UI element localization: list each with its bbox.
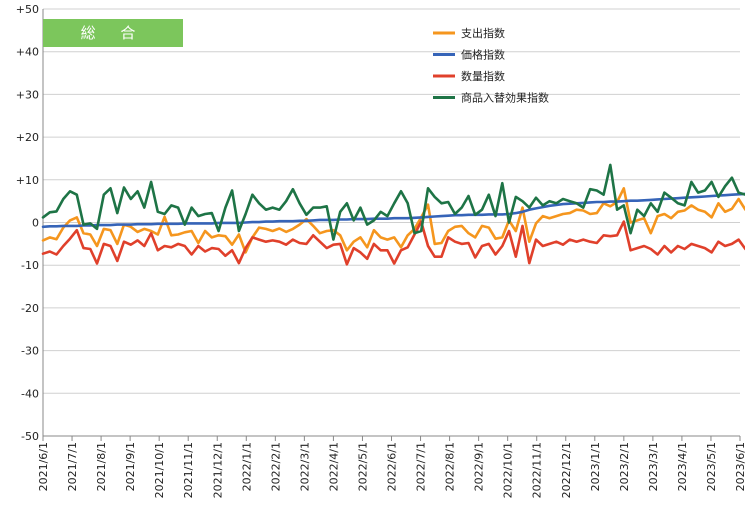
legend-label: 数量指数 [461, 69, 505, 83]
x-tick-label: 2021/10/1 [153, 442, 166, 498]
x-tick-label: 2022/11/1 [531, 442, 544, 498]
x-tick-label: 2022/4/1 [327, 442, 340, 491]
x-tick-label: 2022/2/1 [269, 442, 282, 491]
x-tick-label: 2021/11/1 [182, 442, 195, 498]
legend-label: 商品入替効果指数 [461, 91, 549, 105]
y-tick-label: -10 [21, 259, 39, 272]
x-tick-label: 2022/5/1 [356, 442, 369, 491]
y-tick-label: -50 [21, 430, 39, 443]
series-line-3 [41, 220, 745, 266]
x-tick-label: 2022/1/1 [240, 442, 253, 491]
x-tick-label: 2021/9/1 [124, 442, 137, 491]
x-tick-label: 2023/6/1 [734, 442, 745, 491]
y-tick-label: +50 [16, 3, 39, 16]
x-tick-label: 2021/6/1 [37, 442, 50, 491]
x-tick-label: 2021/8/1 [95, 442, 108, 491]
x-tick-label: 2022/12/1 [560, 442, 573, 498]
x-tick-label: 2023/1/1 [589, 442, 602, 491]
series-line-4 [41, 163, 745, 241]
x-tick-label: 2023/4/1 [676, 442, 689, 491]
y-tick-label: +10 [16, 174, 39, 187]
y-tick-label: +20 [16, 131, 39, 144]
y-tick-label: -40 [21, 387, 39, 400]
y-tick-label: +40 [16, 46, 39, 59]
chart-title-badge: 総 合 [43, 19, 183, 47]
x-tick-label: 2022/3/1 [298, 442, 311, 491]
y-tick-label: 0 [32, 217, 39, 230]
x-tick-label: 2022/8/1 [444, 442, 457, 491]
y-tick-label: +30 [16, 88, 39, 101]
x-tick-label: 2021/7/1 [66, 442, 79, 491]
x-tick-label: 2023/2/1 [618, 442, 631, 491]
legend-label: 支出指数 [461, 26, 505, 40]
x-tick-label: 2022/6/1 [386, 442, 399, 491]
x-tick-label: 2022/10/1 [502, 442, 515, 498]
x-tick-label: 2023/3/1 [647, 442, 660, 491]
series-line-1 [41, 187, 745, 254]
x-tick-label: 2022/9/1 [473, 442, 486, 491]
y-tick-label: -20 [21, 302, 39, 315]
x-tick-label: 2023/5/1 [705, 442, 718, 491]
x-tick-label: 2022/7/1 [415, 442, 428, 491]
y-tick-label: -30 [21, 345, 39, 358]
x-tick-label: 2021/12/1 [211, 442, 224, 498]
legend-label: 価格指数 [461, 48, 505, 62]
